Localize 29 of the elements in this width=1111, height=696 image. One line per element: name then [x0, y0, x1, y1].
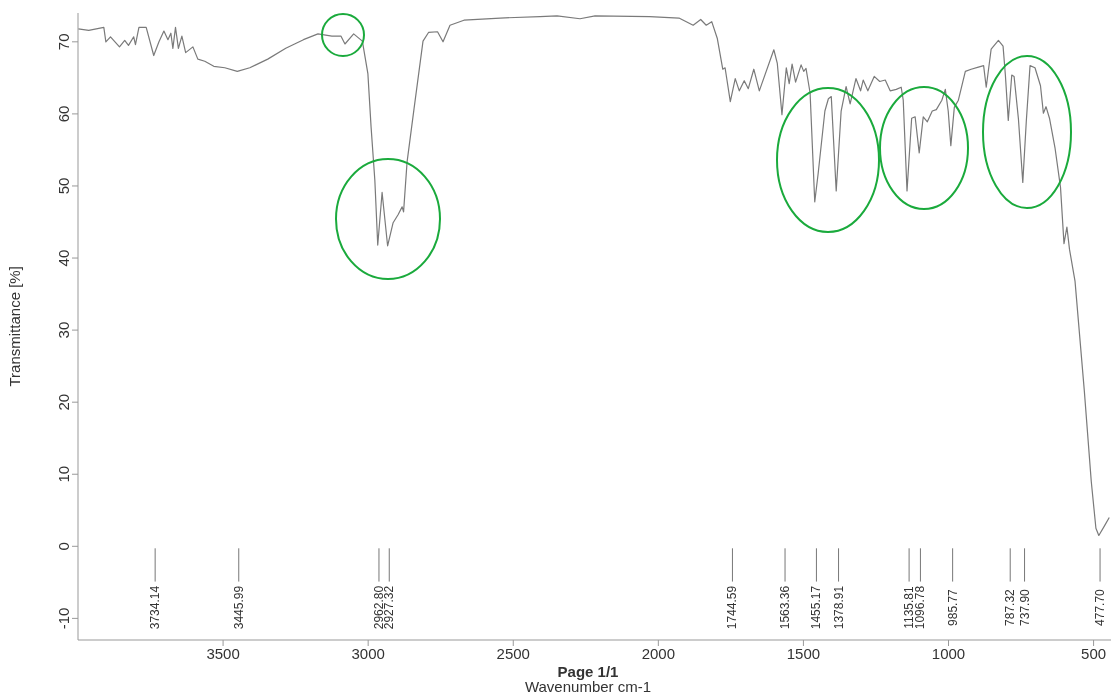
- annotation: 737.90: [1017, 588, 1032, 626]
- x-tick-label: 2500: [496, 644, 530, 662]
- annotation: 985.77: [945, 588, 960, 626]
- annotation: 1455.17: [809, 585, 824, 630]
- y-axis-title: Transmittance [%]: [6, 266, 24, 387]
- annotation: 1744.59: [725, 585, 740, 630]
- annotation: 3445.99: [231, 585, 246, 630]
- y-tick-label: -10: [55, 607, 73, 630]
- annotation: 477.70: [1093, 588, 1108, 626]
- x-tick-label: 1500: [786, 644, 821, 662]
- x-tick-label: 2000: [641, 644, 676, 662]
- y-tick-label: 0: [55, 542, 73, 551]
- x-tick-label: 3000: [351, 644, 385, 662]
- annotation: 1378.91: [831, 585, 846, 630]
- annotation: 1096.78: [913, 585, 928, 630]
- y-tick-label: 60: [55, 105, 73, 123]
- y-tick-label: 10: [55, 465, 73, 483]
- y-tick-label: 70: [55, 33, 73, 51]
- text: Page 1/1: [557, 663, 619, 680]
- y-tick-label: 40: [55, 249, 73, 267]
- y-tick-label: 50: [55, 177, 73, 195]
- annotation: 787.32: [1003, 588, 1018, 626]
- x-tick-label: 3500: [206, 644, 240, 662]
- x-tick-label: 500: [1081, 644, 1107, 662]
- y-tick-label: 30: [55, 321, 73, 339]
- annotation: 1563.36: [778, 585, 793, 630]
- y-tick-label: 20: [55, 393, 73, 411]
- x-tick-label: 1000: [931, 644, 966, 662]
- annotation: 3734.14: [148, 585, 163, 630]
